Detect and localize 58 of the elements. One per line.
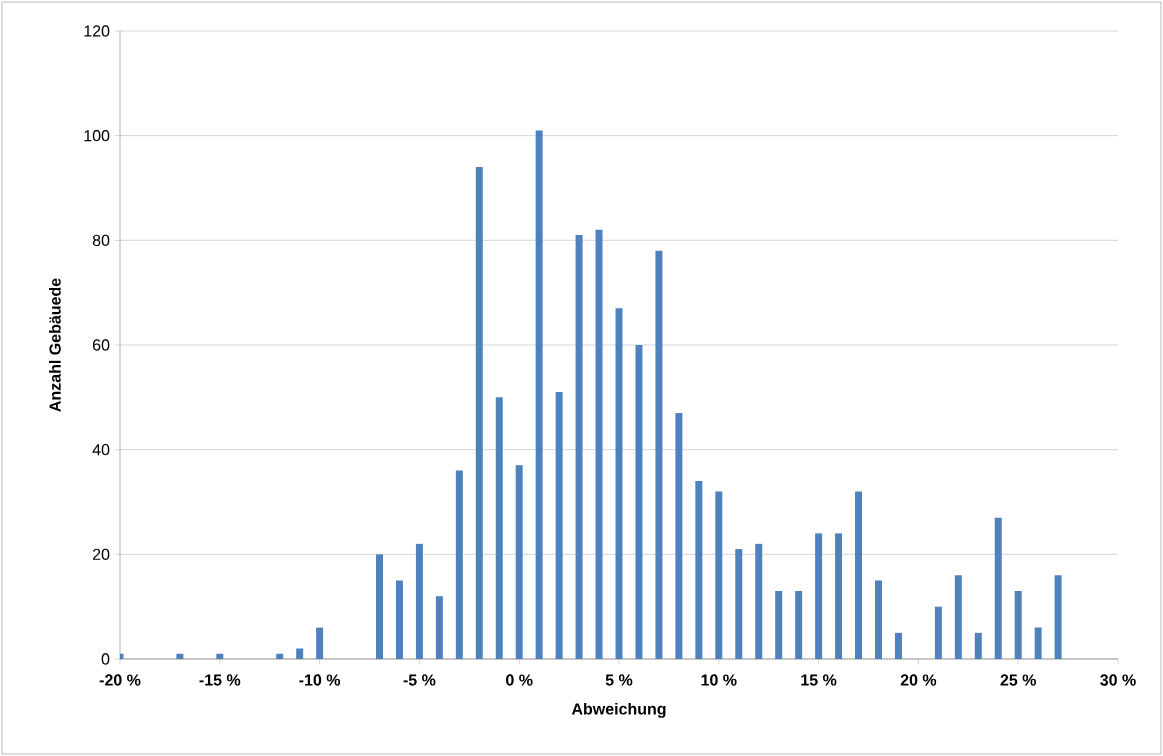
bar xyxy=(974,632,982,659)
x-tick-label: 5 % xyxy=(605,674,633,686)
x-tick-label: 0 % xyxy=(506,674,533,686)
bar xyxy=(515,465,523,659)
bar xyxy=(216,653,224,659)
bar xyxy=(934,606,942,659)
bar xyxy=(894,632,902,659)
bar xyxy=(675,413,683,659)
bar xyxy=(575,235,583,659)
bar xyxy=(495,397,503,659)
bar xyxy=(655,250,663,659)
bar xyxy=(795,590,803,659)
bar xyxy=(376,554,383,659)
y-tick-label: 60 xyxy=(92,339,110,351)
x-tick-label: 20 % xyxy=(900,674,937,686)
x-tick-label: -5 % xyxy=(403,674,436,686)
x-tick-label: 10 % xyxy=(701,674,737,686)
y-tick-label: 40 xyxy=(92,444,110,456)
bar xyxy=(715,491,723,659)
bar xyxy=(1054,575,1062,659)
bar xyxy=(755,543,763,659)
y-tick-label: 80 xyxy=(92,234,110,246)
bar xyxy=(874,580,882,659)
y-tick-label: 120 xyxy=(84,25,110,37)
bar xyxy=(555,392,563,659)
y-axis-title: Anzahl Gebäuede xyxy=(49,278,61,412)
y-tick-label: 20 xyxy=(92,548,110,560)
bar xyxy=(276,653,284,659)
bar xyxy=(855,491,863,659)
bar xyxy=(455,470,463,659)
bar xyxy=(595,229,603,659)
x-tick-label: 25 % xyxy=(1000,674,1036,686)
bar xyxy=(415,543,423,659)
bar xyxy=(1034,627,1042,659)
x-axis-title: Abweichung xyxy=(571,702,666,718)
y-tick-label: 100 xyxy=(84,130,110,142)
bar xyxy=(535,130,543,659)
x-tick-label: 15 % xyxy=(801,674,837,686)
x-tick-label: -15 % xyxy=(199,674,241,686)
bar xyxy=(735,549,743,659)
bar xyxy=(835,533,843,659)
bar xyxy=(695,481,703,659)
bar xyxy=(475,167,483,659)
bar xyxy=(176,653,184,659)
bar xyxy=(954,575,962,659)
bar xyxy=(435,596,443,659)
bar xyxy=(635,344,643,659)
bar xyxy=(296,648,304,659)
x-tick-label: -10 % xyxy=(299,674,341,686)
bar xyxy=(994,517,1002,659)
bar xyxy=(815,533,823,659)
bar xyxy=(1014,590,1022,659)
bar xyxy=(395,580,403,659)
bar xyxy=(316,627,324,659)
bar xyxy=(775,590,783,659)
x-tick-label: -20 % xyxy=(99,674,141,686)
x-tick-label: 30 % xyxy=(1100,674,1136,686)
y-tick-label: 0 xyxy=(101,653,110,665)
